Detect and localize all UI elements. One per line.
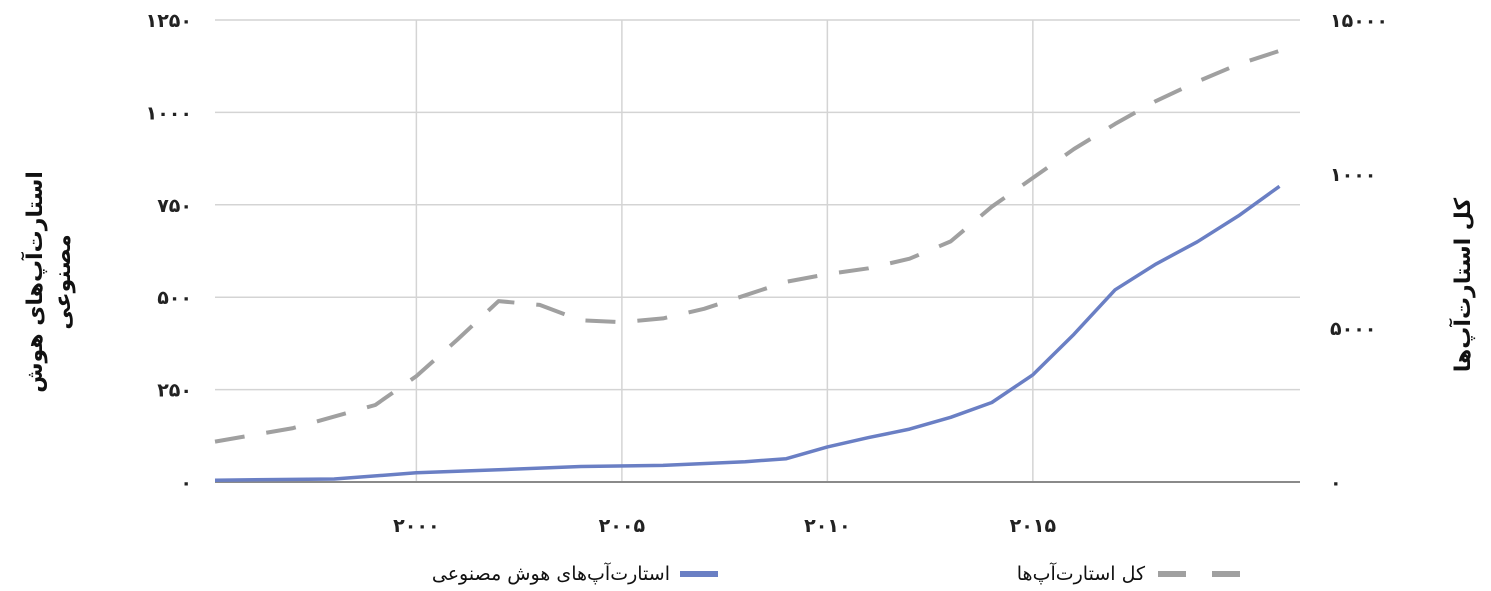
right-y-tick-label: ۱۵۰۰۰ [1330,10,1388,32]
right-y-tick-label: ۵۰۰۰ [1330,318,1376,340]
left-y-tick-label: ۲۵۰ [157,380,192,402]
legend: استارت‌آپ‌های هوش مصنوعی کل استارت‌آپ‌ها [432,561,1240,585]
left-y-tick-label: ۱۲۵۰ [146,10,192,32]
legend-item-total-startups: کل استارت‌آپ‌ها [1017,561,1240,585]
x-tick-label: ۲۰۱۵ [1010,515,1057,537]
x-tick-label: ۲۰۰۵ [599,515,646,537]
left-y-tick-label: ۰ [180,472,192,494]
left-y-axis-ticks: ۰ ۲۵۰ ۵۰۰ ۷۵۰ ۱۰۰۰ ۱۲۵۰ [146,10,192,494]
left-y-tick-label: ۷۵۰ [157,195,192,217]
right-y-axis-title: کل استارت‌آپ‌ها [1448,198,1476,373]
legend-item-ai-startups: استارت‌آپ‌های هوش مصنوعی [432,561,718,585]
left-y-axis-title-line1: استارت‌آپ‌های هوش [20,171,48,393]
x-tick-label: ۲۰۰۰ [393,515,439,537]
left-y-tick-label: ۵۰۰ [157,287,192,309]
legend-swatch-dash-1 [1158,571,1186,577]
x-axis-ticks: ۲۰۰۰ ۲۰۰۵ ۲۰۱۰ ۲۰۱۵ [393,515,1056,537]
series-layer [214,48,1281,482]
right-y-axis-ticks: ۰ ۵۰۰۰ ۱۰۰۰ ۱۵۰۰۰ [1330,10,1388,494]
left-y-tick-label: ۱۰۰۰ [146,102,192,124]
right-y-tick-label: ۰ [1330,472,1342,494]
legend-swatch-solid-line [680,571,718,577]
chart-grid [215,19,1300,482]
series-line-ai-startups [214,184,1281,482]
legend-label-ai-startups: استارت‌آپ‌های هوش مصنوعی [432,561,670,585]
right-y-tick-label: ۱۰۰۰ [1330,164,1376,186]
legend-label-total-startups: کل استارت‌آپ‌ها [1017,561,1146,585]
left-y-axis-title-line2: مصنوعی [51,234,76,329]
legend-swatch-dash-2 [1212,571,1240,577]
x-tick-label: ۲۰۱۰ [804,515,850,537]
series-line-total-startups [214,48,1281,444]
